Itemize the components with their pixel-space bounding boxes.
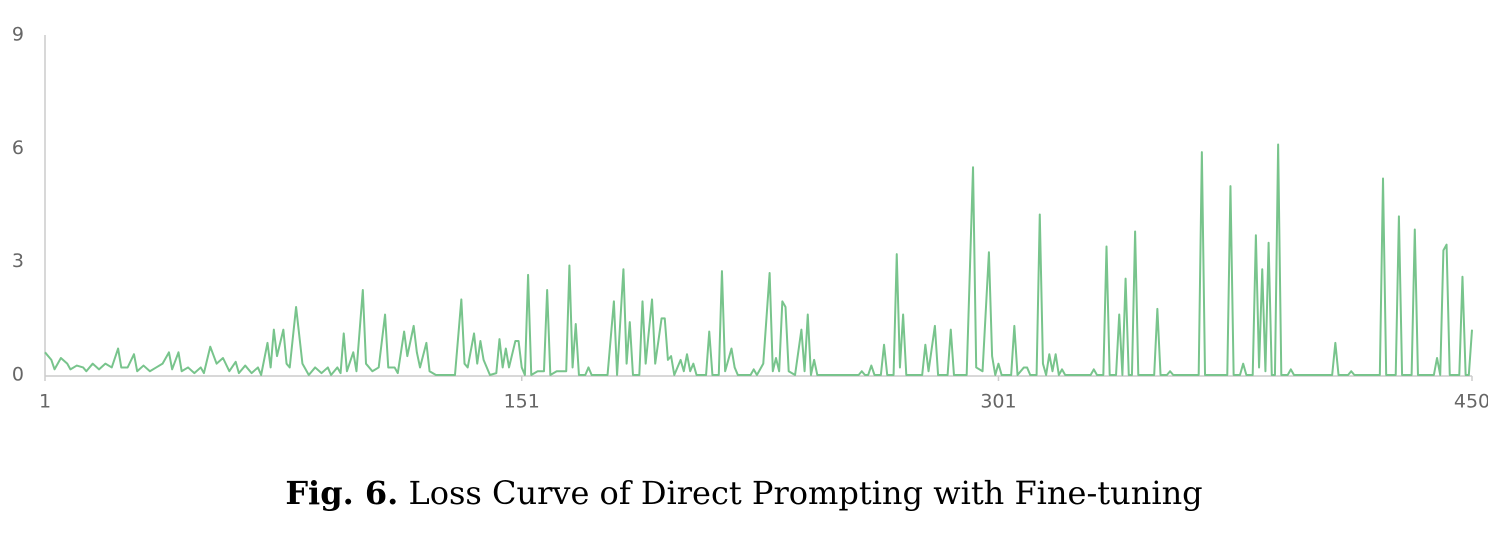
y-tick-label: 9 [12,24,24,46]
x-tick-label: 1 [39,391,51,413]
caption: Fig. 6. Loss Curve of Direct Prompting w… [285,474,1202,512]
x-tick-label: 151 [504,391,540,413]
x-tick-label: 301 [980,391,1016,413]
caption-text: Loss Curve of Direct Prompting with Fine… [408,474,1202,512]
caption-label: Fig. 6. [285,474,398,512]
x-tick-label: 450 [1454,391,1488,413]
y-tick-label: 0 [12,364,24,386]
loss-line [44,143,1473,376]
y-tick-label: 6 [12,137,24,159]
y-tick-label: 3 [12,250,24,272]
